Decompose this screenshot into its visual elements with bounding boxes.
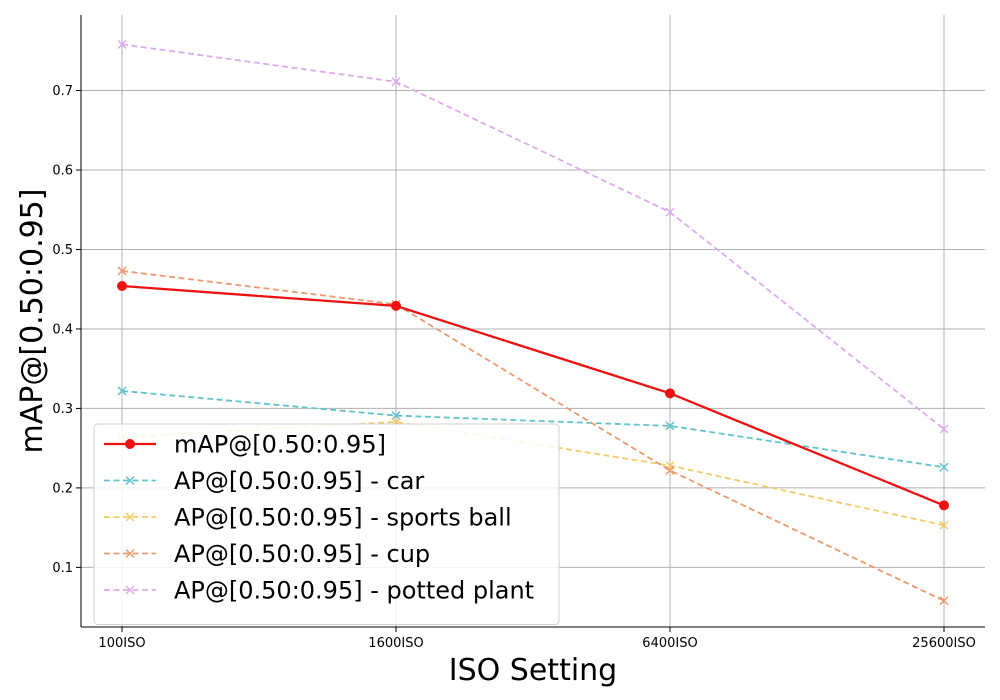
series-4 [117, 39, 949, 434]
y-tick-label: 0.3 [52, 402, 73, 417]
legend-marker [125, 475, 135, 486]
series-1 [117, 386, 949, 472]
series-line [121, 270, 945, 602]
legend-label: AP@[0.50:0.95] - car [174, 467, 424, 495]
y-axis-title: mAP@[0.50:0.95] [15, 189, 50, 454]
y-tick-label: 0.1 [52, 561, 73, 576]
legend-marker [125, 585, 135, 595]
data-point [939, 424, 949, 434]
data-point [939, 596, 949, 606]
legend-marker [125, 512, 135, 522]
data-point [117, 281, 127, 292]
y-tick-label: 0.6 [52, 163, 73, 178]
legend-label: AP@[0.50:0.95] - cup [174, 540, 430, 568]
series-line [121, 43, 945, 430]
legend: mAP@[0.50:0.95] AP@[0.50:0.95] - car AP@[0… [93, 423, 560, 625]
data-point [391, 77, 401, 87]
legend-entry: mAP@[0.50:0.95] [104, 431, 386, 459]
data-point [391, 300, 401, 311]
data-point [117, 386, 127, 396]
series-line [121, 284, 945, 507]
legend-entry: AP@[0.50:0.95] - cup [104, 540, 430, 568]
legend-entry: AP@[0.50:0.95] - potted plant [104, 577, 534, 605]
data-point [939, 462, 949, 472]
x-axis-title: ISO Setting [449, 653, 617, 688]
legend-label: AP@[0.50:0.95] - potted plant [174, 577, 534, 605]
data-point [117, 266, 127, 276]
axes [76, 15, 985, 632]
y-tick-label: 0.4 [52, 322, 73, 337]
legend-box [93, 423, 560, 625]
data-point [117, 39, 127, 49]
y-tick-label: 0.7 [52, 84, 73, 99]
x-tick-label: 25600ISO [912, 636, 976, 651]
legend-entry: AP@[0.50:0.95] - sports ball [104, 504, 512, 532]
legend-marker [125, 439, 135, 449]
data-point [939, 500, 949, 511]
y-tick-label: 0.5 [52, 243, 73, 258]
y-tick-label: 0.2 [52, 481, 73, 496]
x-tick-label: 100ISO [98, 636, 145, 651]
tick-labels: 100ISO 1600ISO 6400ISO 25600ISO 0.1 0.2 0.3 0.4… [52, 84, 976, 651]
data-point [665, 421, 675, 431]
series-line [121, 390, 945, 469]
x-tick-label: 6400ISO [642, 636, 697, 651]
series-0 [117, 281, 949, 511]
x-tick-label: 1600ISO [368, 636, 423, 651]
data-point [665, 207, 675, 217]
legend-entry: AP@[0.50:0.95] - car [104, 467, 424, 495]
data-point [665, 465, 675, 475]
data-point [939, 520, 949, 530]
legend-label: AP@[0.50:0.95] - sports ball [174, 504, 512, 532]
legend-marker [125, 548, 135, 559]
legend-label: mAP@[0.50:0.95] [174, 431, 386, 459]
data-point [665, 388, 675, 399]
